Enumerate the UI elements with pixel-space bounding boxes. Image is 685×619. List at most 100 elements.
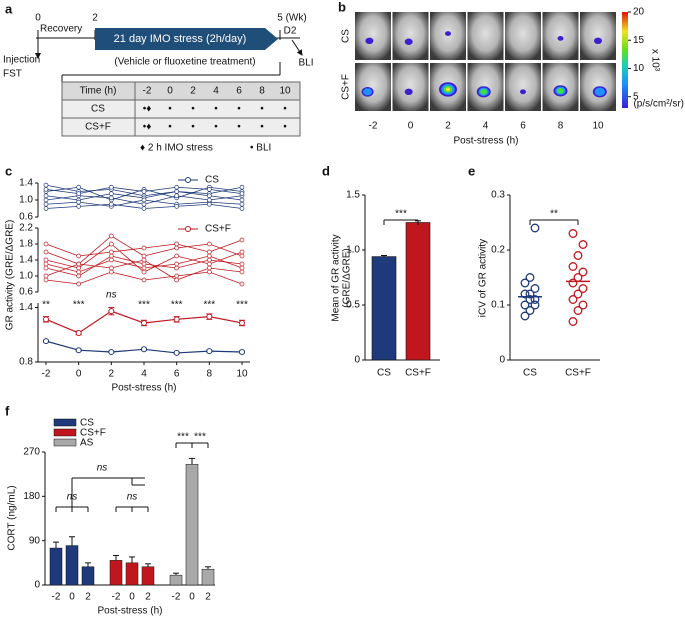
significance: *** xyxy=(138,300,150,311)
data-point xyxy=(206,257,212,263)
data-point xyxy=(43,182,49,188)
colorbar-units: (p/s/cm²/sr) xyxy=(633,99,684,110)
significance: *** xyxy=(236,300,248,311)
data-point xyxy=(43,316,49,323)
table-header: Time (h) xyxy=(80,86,117,97)
legend-entry: CS xyxy=(205,175,219,186)
data-point xyxy=(206,313,213,320)
table-header: 4 xyxy=(213,86,219,97)
y-axis-label: GR activity (GRE/ΔGRE) xyxy=(5,220,16,331)
data-point xyxy=(43,197,49,203)
data-point xyxy=(141,261,147,267)
data-point xyxy=(206,348,213,355)
data-point xyxy=(239,349,245,356)
x-tick-label: 8 xyxy=(207,369,213,380)
bar xyxy=(371,256,397,361)
bli-image xyxy=(392,12,429,60)
legend-marker xyxy=(185,226,191,232)
data-point xyxy=(568,295,578,304)
panel-label: f xyxy=(5,403,10,418)
data-point xyxy=(578,284,588,293)
table-cell: •♦ xyxy=(143,104,152,115)
data-point xyxy=(141,201,147,207)
signal-blob xyxy=(480,89,488,95)
table-cell: • xyxy=(283,104,287,115)
table-cell: CS+F xyxy=(85,122,111,133)
data-point xyxy=(76,199,82,205)
data-point xyxy=(75,329,82,336)
x-tick-label: CS xyxy=(523,368,537,379)
treatment-label: (Vehicle or fluoxetine treatment) xyxy=(114,57,255,68)
significance: *** xyxy=(203,300,215,311)
data-point xyxy=(573,306,583,315)
legend-entry: CS xyxy=(80,418,94,429)
data-point xyxy=(239,249,245,255)
x-tick-label: 2 xyxy=(145,592,151,603)
data-point xyxy=(239,253,245,259)
data-point xyxy=(108,257,114,263)
bar xyxy=(201,568,215,586)
x-tick-label: 0 xyxy=(69,592,75,603)
data-point xyxy=(568,317,578,326)
data-point xyxy=(76,269,82,275)
significance: ** xyxy=(42,300,50,311)
data-point xyxy=(525,295,535,304)
data-point xyxy=(43,261,49,267)
row-label: CS xyxy=(341,29,352,43)
bar xyxy=(141,566,155,586)
x-tick-label: 10 xyxy=(236,369,248,380)
data-point xyxy=(76,273,82,279)
x-axis-label: Post-stress (h) xyxy=(453,136,518,147)
bar xyxy=(109,560,123,586)
panel-label: b xyxy=(338,0,346,14)
x-tick-label: -2 xyxy=(112,592,121,603)
legend-marker xyxy=(185,177,191,183)
panel-label: d xyxy=(322,163,330,178)
significance: *** xyxy=(171,300,183,311)
y-tick-label: 0.3 xyxy=(491,190,505,201)
signal-blob xyxy=(557,88,564,94)
bli-image xyxy=(505,12,541,60)
table-header: 2 xyxy=(190,86,196,97)
timeline-label: 0 xyxy=(35,13,41,24)
x-tick-label: -2 xyxy=(42,369,51,380)
timeline-label: 5 (Wk) xyxy=(277,13,306,24)
data-point xyxy=(75,347,82,354)
table-cell: • xyxy=(283,122,287,133)
data-point xyxy=(173,349,180,356)
bar xyxy=(405,222,431,361)
significance: ns xyxy=(106,290,117,301)
data-point xyxy=(108,349,115,356)
data-point xyxy=(174,184,180,190)
data-point xyxy=(141,265,147,271)
data-point xyxy=(108,269,114,275)
data-point xyxy=(174,193,180,199)
panel-label: e xyxy=(468,163,475,178)
colorbar xyxy=(622,12,628,108)
data-point xyxy=(108,184,114,190)
x-tick-label: 2 xyxy=(85,592,91,603)
panel-label: c xyxy=(5,163,12,178)
data-point xyxy=(141,253,147,259)
data-point xyxy=(206,241,212,247)
table-cell: • xyxy=(260,122,264,133)
data-point xyxy=(578,240,588,249)
data-point xyxy=(174,265,180,271)
colorbar-tick-label: 15 xyxy=(633,35,645,46)
fst-label: FST xyxy=(3,69,22,80)
y-tick-label: 1.4 xyxy=(19,302,33,313)
colorbar-unit: x 10³ xyxy=(649,49,660,72)
data-point xyxy=(43,187,49,192)
y-tick-label: 0.8 xyxy=(19,357,33,368)
x-tick-label: 0 xyxy=(129,592,135,603)
table-cell: •♦ xyxy=(143,122,152,133)
signal-blob xyxy=(404,38,413,45)
table-header: -2 xyxy=(143,86,152,97)
legend-entry: • BLI xyxy=(250,143,271,154)
data-point xyxy=(520,278,530,288)
table-cell: • xyxy=(214,104,218,115)
data-point xyxy=(573,251,583,260)
data-point xyxy=(530,295,540,304)
data-point xyxy=(141,277,147,283)
table-header: 6 xyxy=(236,86,242,97)
